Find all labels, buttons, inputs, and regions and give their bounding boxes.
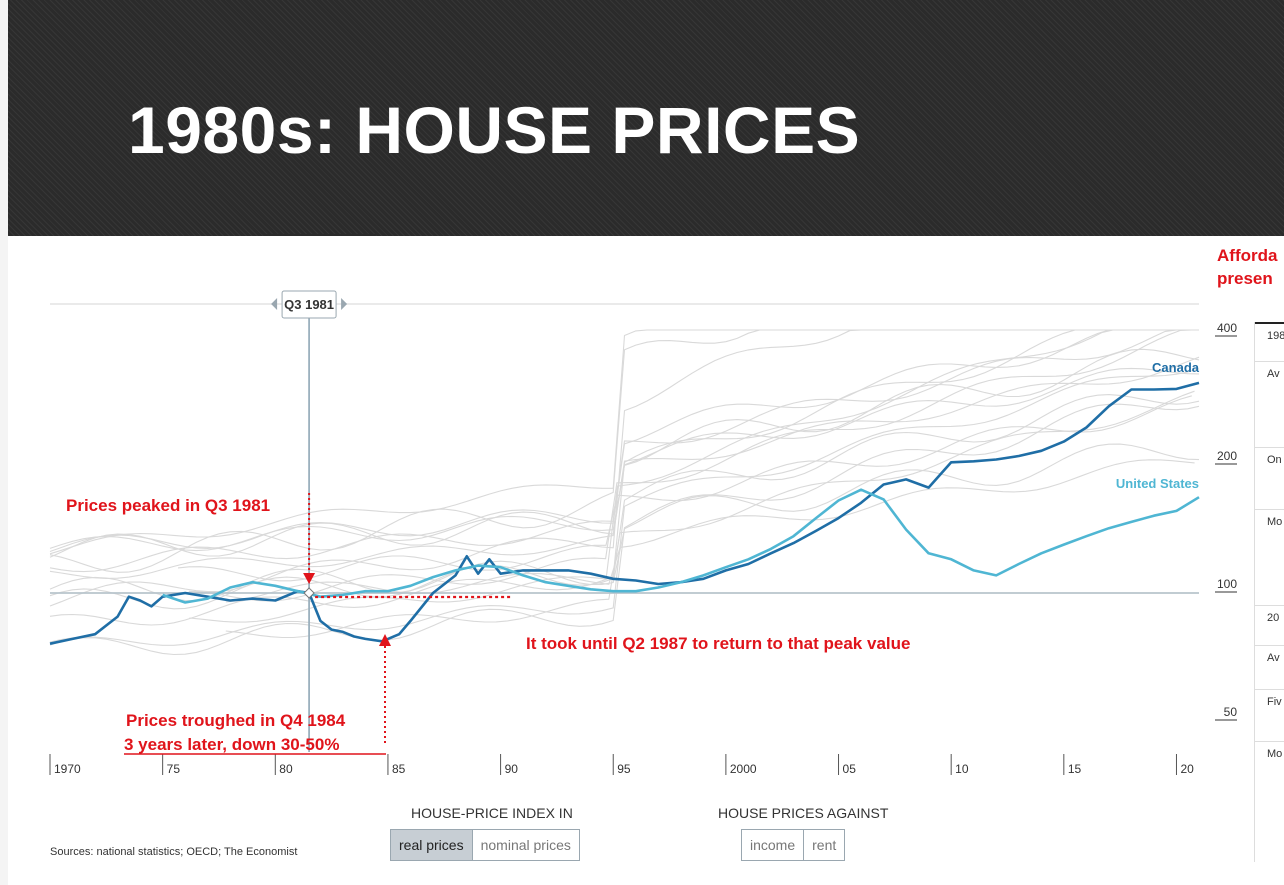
background-country-line xyxy=(189,329,1192,623)
y-tick-label: 400 xyxy=(1217,321,1237,335)
x-tick-label: 05 xyxy=(843,762,857,776)
table-row: Mo xyxy=(1255,510,1284,606)
real-prices-button[interactable]: real prices xyxy=(391,830,472,860)
canada-series-line xyxy=(49,381,1200,645)
x-tick-label: 95 xyxy=(617,762,631,776)
chart-panel xyxy=(8,236,1284,885)
income-button[interactable]: income xyxy=(750,837,796,853)
side-heading-line-1: Afforda xyxy=(1217,246,1278,265)
x-tick-label: 75 xyxy=(167,762,181,776)
trough-annotation-line-2: 3 years later, down 30-50% xyxy=(124,735,339,754)
background-country-line xyxy=(49,394,1200,610)
return-annotation: It took until Q2 1987 to return to that … xyxy=(526,634,910,653)
united-states-series-line xyxy=(162,488,1200,604)
peak-point-marker xyxy=(303,587,315,599)
background-country-line xyxy=(49,329,1199,553)
period-next-arrow-icon[interactable] xyxy=(341,298,348,310)
canada-series-label: Canada xyxy=(1152,360,1200,375)
x-tick-label: 90 xyxy=(505,762,519,776)
x-tick-label: 2000 xyxy=(730,762,757,776)
index-control-label: HOUSE-PRICE INDEX IN xyxy=(411,805,573,821)
united-states-series-label: United States xyxy=(1116,476,1199,491)
nominal-prices-button[interactable]: nominal prices xyxy=(471,830,579,860)
table-row: Mo xyxy=(1267,748,1283,760)
period-badge-label: Q3 1981 xyxy=(284,297,334,312)
rent-button[interactable]: rent xyxy=(803,830,844,860)
side-heading-line-2: presen xyxy=(1217,269,1273,288)
against-toggle: income rent xyxy=(741,829,846,861)
background-country-line xyxy=(49,356,1200,579)
period-badge-box[interactable] xyxy=(281,290,337,319)
trough-annotation-line-1: Prices troughed in Q4 1984 xyxy=(126,711,346,730)
x-tick-label: 20 xyxy=(1180,762,1194,776)
background-country-line xyxy=(49,403,1200,656)
peak-annotation: Prices peaked in Q3 1981 xyxy=(66,496,270,515)
peak-arrow-icon xyxy=(303,573,316,584)
y-tick-label: 50 xyxy=(1224,705,1238,719)
background-country-line xyxy=(177,395,1192,582)
slide-title: 1980s: HOUSE PRICES xyxy=(128,93,861,167)
side-heading: Afforda presen xyxy=(1217,244,1277,290)
table-row: 20 xyxy=(1255,606,1284,646)
y-tick-label: 100 xyxy=(1217,577,1237,591)
period-prev-arrow-icon[interactable] xyxy=(271,298,278,310)
background-country-line xyxy=(188,329,1192,602)
slide-margin xyxy=(0,0,8,885)
table-row: 198 xyxy=(1255,324,1284,362)
table-row: On xyxy=(1255,448,1284,510)
background-country-line xyxy=(49,329,1199,573)
x-tick-label: 15 xyxy=(1068,762,1082,776)
affordability-table: 198 Av On Mo 20 Av Fiv Mo xyxy=(1254,322,1284,862)
background-country-line xyxy=(225,390,1195,639)
against-control-label: HOUSE PRICES AGAINST xyxy=(718,805,889,821)
x-tick-label: 85 xyxy=(392,762,406,776)
x-tick-label: 10 xyxy=(955,762,969,776)
trough-arrow-icon xyxy=(379,634,391,646)
index-toggle: real prices nominal prices xyxy=(390,829,580,861)
title-banner xyxy=(8,0,1284,236)
x-tick-label: 80 xyxy=(279,762,293,776)
table-top-rule xyxy=(1255,322,1284,324)
table-row: Av xyxy=(1255,646,1284,690)
table-row: Fiv xyxy=(1255,690,1284,742)
table-row: Av xyxy=(1255,362,1284,448)
background-country-line xyxy=(49,329,1199,626)
sources-note: Sources: national statistics; OECD; The … xyxy=(50,846,298,858)
background-country-line xyxy=(49,368,1200,646)
x-tick-label: 1970 xyxy=(54,762,81,776)
y-tick-label: 200 xyxy=(1217,449,1237,463)
